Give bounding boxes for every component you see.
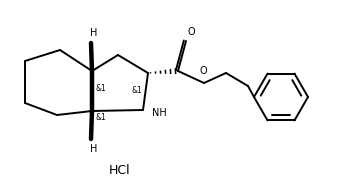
Text: HCl: HCl bbox=[109, 164, 131, 178]
Text: &1: &1 bbox=[132, 86, 143, 95]
Text: &1: &1 bbox=[95, 84, 106, 93]
Text: H: H bbox=[90, 28, 98, 38]
Text: O: O bbox=[188, 27, 196, 37]
Text: &1: &1 bbox=[95, 113, 106, 122]
Text: NH: NH bbox=[152, 108, 167, 118]
Text: O: O bbox=[199, 66, 207, 76]
Text: H: H bbox=[90, 144, 98, 154]
